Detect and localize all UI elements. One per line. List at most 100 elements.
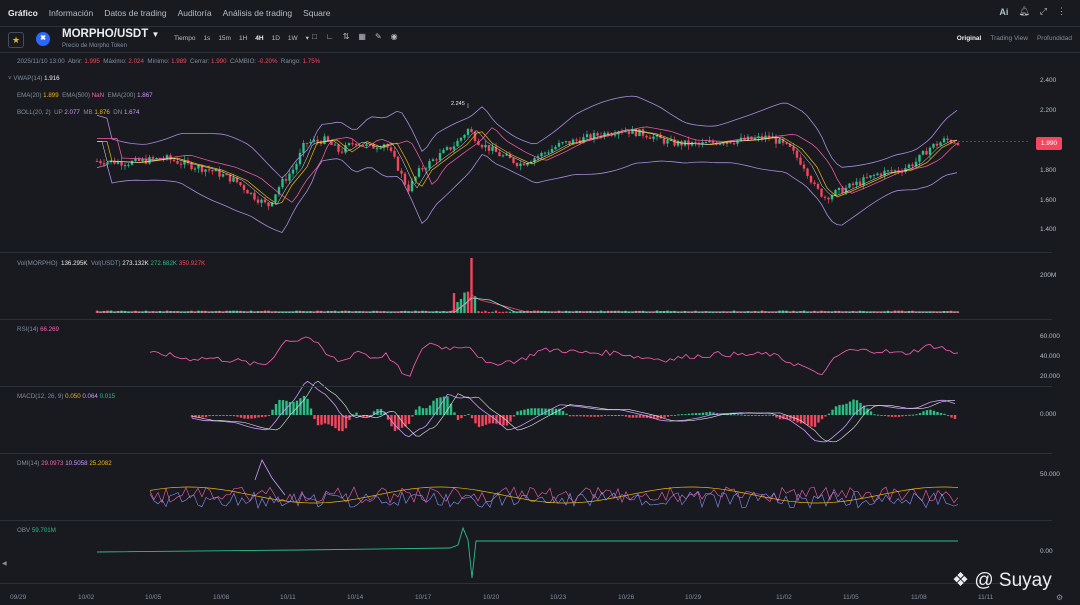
- view-trading-view[interactable]: Trading View: [990, 35, 1028, 42]
- macd-histogram-bar: [687, 413, 691, 415]
- scroll-left-icon[interactable]: ◀: [2, 561, 7, 567]
- calendar-icon[interactable]: □: [312, 32, 317, 41]
- chevron-down-icon[interactable]: ˅: [8, 75, 12, 82]
- ema200-label: EMA(200): [107, 92, 136, 99]
- interval-1s[interactable]: 1s: [203, 34, 211, 42]
- dmi-spike-line: [254, 459, 286, 496]
- candle: [883, 170, 886, 176]
- candle: [858, 181, 862, 186]
- candle: [288, 173, 291, 181]
- tab-datos-de-trading[interactable]: Datos de trading: [104, 8, 167, 18]
- macd-histogram-bar: [565, 413, 568, 415]
- candle: [403, 173, 407, 185]
- macd-histogram-bar: [656, 415, 659, 419]
- bell-icon[interactable]: 🔔︎: [1018, 6, 1030, 16]
- candle: [711, 140, 715, 143]
- candle: [652, 136, 655, 139]
- candle: [501, 155, 505, 157]
- macd-histogram-bar: [603, 415, 607, 416]
- volume-bar: [729, 311, 732, 313]
- macd-histogram-bar: [351, 414, 355, 416]
- view-original[interactable]: Original: [956, 35, 982, 42]
- interval-15m[interactable]: 15m: [218, 34, 231, 42]
- macd-histogram-bar: [810, 415, 813, 427]
- candle: [393, 150, 396, 157]
- macd-histogram-bar: [775, 415, 778, 418]
- pane-separator[interactable]: [0, 252, 1052, 253]
- macd-histogram-bar: [197, 415, 201, 418]
- layout-icon[interactable]: ▦: [358, 32, 366, 41]
- pane-separator[interactable]: [0, 386, 1052, 387]
- candle: [624, 131, 627, 133]
- candle: [491, 146, 494, 151]
- tab-square[interactable]: Square: [303, 8, 331, 18]
- candle: [879, 173, 883, 176]
- candle: [736, 140, 739, 144]
- volume-bar: [757, 311, 760, 313]
- ai-icon[interactable]: Ai: [999, 6, 1009, 17]
- macd-histogram-bar: [736, 414, 740, 416]
- macd-histogram-bar: [698, 413, 701, 415]
- macd-histogram-bar: [873, 414, 876, 416]
- interval-4h[interactable]: 4H: [255, 34, 264, 42]
- tab-grafico[interactable]: Gráfico: [8, 8, 38, 18]
- volume-bar: [470, 258, 473, 313]
- drawing-tools-icon[interactable]: ✎: [374, 32, 382, 41]
- low-value: 1.989: [171, 58, 187, 65]
- candle: [592, 132, 596, 139]
- candle: [900, 171, 904, 173]
- tab-informacion[interactable]: Información: [48, 8, 94, 18]
- candle: [876, 173, 879, 176]
- current-price-tag: 1.990: [1036, 137, 1062, 150]
- macd-histogram-bar: [372, 411, 376, 415]
- view-profundidad[interactable]: Profundidad: [1036, 35, 1072, 42]
- indicator-icon[interactable]: ∟: [325, 32, 334, 41]
- volume-bar: [501, 311, 505, 313]
- pane-separator[interactable]: [0, 520, 1052, 521]
- candle: [627, 131, 631, 134]
- pane-separator[interactable]: [0, 453, 1052, 454]
- volume-bar: [571, 311, 575, 313]
- macd-histogram-bar: [740, 414, 743, 416]
- interval-1h[interactable]: 1H: [238, 34, 248, 42]
- obv-line: [96, 526, 958, 579]
- candle: [137, 158, 141, 161]
- expand-icon[interactable]: ⤢: [1039, 6, 1047, 16]
- macd-histogram-bar: [397, 415, 400, 430]
- candle: [914, 161, 918, 167]
- macd-histogram-bar: [932, 410, 936, 415]
- macd-histogram-bar: [607, 415, 610, 416]
- candle: [375, 148, 379, 150]
- star-icon[interactable]: ★: [8, 32, 24, 48]
- more-icon[interactable]: ⋮: [1057, 6, 1066, 16]
- tab-auditoria[interactable]: Auditoría: [177, 8, 212, 18]
- compare-icon[interactable]: ⇅: [342, 32, 350, 41]
- interval-1w[interactable]: 1W: [287, 34, 298, 42]
- macd-histogram-bar: [463, 415, 467, 416]
- macd-histogram-bar: [509, 415, 512, 422]
- macd-histogram-bar: [208, 415, 211, 417]
- tab-analisis-de-trading[interactable]: Análisis de trading: [222, 8, 293, 18]
- candle: [284, 178, 288, 181]
- macd-histogram-bar: [327, 415, 330, 425]
- candle: [729, 142, 732, 144]
- pane-separator: [0, 583, 1052, 584]
- candle: [165, 155, 169, 159]
- macd-histogram-bar: [225, 415, 229, 416]
- top-nav-icons: Ai 🔔︎ ⤢ ⋮: [999, 6, 1066, 17]
- macd-histogram-bar: [750, 415, 754, 416]
- macd-histogram-bar: [229, 415, 232, 416]
- candle: [99, 161, 102, 164]
- macd-histogram-bar: [747, 415, 750, 416]
- settings-corner-icon[interactable]: ⚙: [1056, 593, 1064, 602]
- settings-icon[interactable]: ◉: [390, 32, 398, 41]
- macd-histogram-bar: [498, 415, 502, 425]
- interval-1d[interactable]: 1D: [271, 34, 280, 42]
- symbol-selector[interactable]: MORPHO/USDT ▼: [62, 28, 159, 40]
- macd-histogram-bar: [568, 415, 572, 417]
- volume-bar: [767, 311, 771, 313]
- pane-separator[interactable]: [0, 319, 1052, 320]
- candle: [438, 153, 442, 161]
- interval-dropdown-icon[interactable]: ▾: [305, 35, 309, 42]
